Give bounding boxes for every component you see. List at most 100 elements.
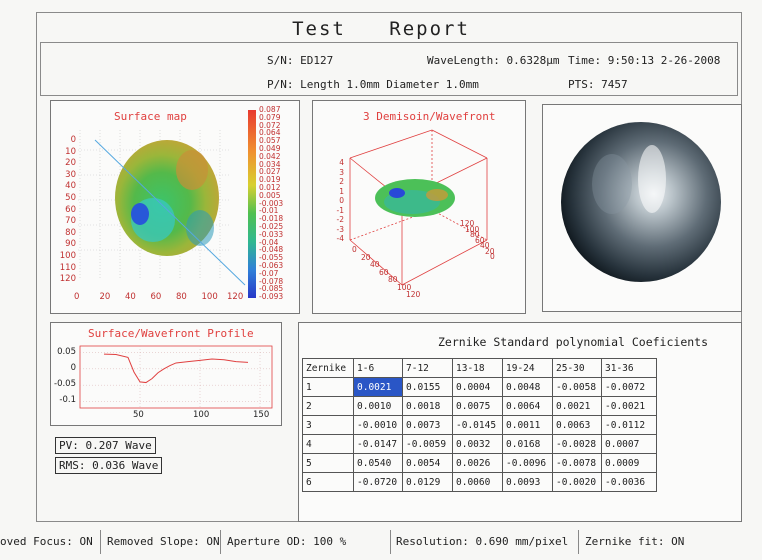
zernike-coefficient-cell[interactable]: 0.0011 [502, 415, 553, 435]
zernike-coefficient-cell[interactable]: 0.0004 [452, 377, 503, 397]
zernike-coefficient-cell[interactable]: -0.0058 [552, 377, 602, 397]
zernike-row-index: 4 [302, 434, 354, 454]
zernike-coefficient-cell[interactable]: 0.0064 [502, 396, 553, 416]
x-tick-label: 120 [227, 292, 244, 302]
footer-divider [578, 530, 579, 554]
zernike-coefficient-cell[interactable]: 0.0075 [452, 396, 503, 416]
colorbar-tick-label: -0.055 [259, 253, 284, 263]
removed-focus: oved Focus: ON [0, 535, 93, 548]
zernike-coefficient-cell[interactable]: -0.0078 [552, 453, 602, 473]
zernike-coefficient-cell[interactable]: 0.0063 [552, 415, 602, 435]
zernike-coefficient-cell[interactable]: 0.0007 [601, 434, 657, 454]
x-tick-label: 120 [406, 290, 421, 299]
profile-y-tick-label: 0 [70, 362, 76, 373]
zernike-coefficient-cell[interactable]: 0.0540 [353, 453, 403, 473]
colorbar-tick-label: -0.01 [259, 206, 279, 216]
x-tick-label: 100 [397, 282, 412, 292]
zernike-row-index: 6 [302, 472, 354, 492]
zernike-row-index: 5 [302, 453, 354, 473]
x-tick-label: 0 [74, 292, 80, 302]
zernike-coefficient-cell[interactable]: -0.0072 [601, 377, 657, 397]
colorbar-tick-label: -0.048 [259, 245, 284, 255]
zernike-coefficient-cell[interactable]: 0.0010 [353, 396, 403, 416]
zernike-coefficient-cell[interactable]: -0.0720 [353, 472, 403, 492]
colorbar-tick-label: -0.063 [259, 261, 284, 270]
zernike-header-cell: 25-30 [552, 358, 602, 378]
zernike-coefficient-cell[interactable]: 0.0026 [452, 453, 503, 473]
z-tick-label: -1 [336, 205, 344, 215]
zernike-coefficient-cell[interactable]: -0.0145 [452, 415, 503, 435]
zernike-coefficient-cell[interactable]: 0.0018 [402, 396, 453, 416]
profile-y-tick-label: 0.05 [57, 346, 76, 357]
profile-x-tick-label: 150 [253, 410, 270, 420]
zernike-coefficient-cell[interactable]: 0.0032 [452, 434, 503, 454]
y-tick-label: 90 [65, 239, 76, 250]
zernike-coefficient-cell[interactable]: 0.0021 [552, 396, 602, 416]
zernike-header-cell: 13-18 [452, 358, 503, 378]
zernike-coefficient-cell[interactable]: -0.0021 [601, 396, 657, 416]
y-tick-label: 30 [65, 169, 76, 180]
z-tick-label: 0 [339, 196, 344, 205]
y-tick-label: 110 [59, 262, 76, 273]
y-tick-label: 0 [490, 252, 495, 261]
x-tick-label: 60 [379, 267, 389, 277]
z-tick-label: -2 [336, 215, 344, 224]
interferogram-image [561, 122, 721, 282]
wavefront-3d-plot [349, 129, 488, 286]
colorbar-tick-label: 0.019 [259, 175, 281, 185]
y-tick-label: 80 [470, 230, 480, 239]
zernike-coefficient-cell[interactable]: -0.0028 [552, 434, 602, 454]
part-number: P/N: Length 1.0mm Diameter 1.0mm [267, 78, 479, 91]
x-tick-label: 0 [352, 245, 357, 254]
zernike-coefficient-cell[interactable]: 0.0060 [452, 472, 503, 492]
zernike-coefficient-cell[interactable]: 0.0021 [353, 377, 403, 397]
colorbar-tick-label: 0.034 [259, 159, 281, 169]
profile-y-tick-label: -0.1 [59, 395, 76, 406]
zernike-header-cell: Zernike [302, 358, 354, 378]
y-tick-label: 120 [460, 219, 475, 228]
y-tick-label: 10 [65, 146, 76, 157]
zernike-header-cell: 7-12 [402, 358, 453, 378]
colorbar-tick-label: -0.04 [259, 237, 279, 247]
zernike-row: 2 0.0010 0.0018 0.0075 0.0064 0.0021 -0.0021 [302, 396, 657, 416]
points-count: PTS: 7457 [568, 78, 628, 91]
profile-x-tick-label: 100 [193, 410, 210, 420]
zernike-coefficient-cell[interactable]: -0.0112 [601, 415, 657, 435]
z-tick-label: 1 [339, 186, 344, 196]
zernike-header-cell: 19-24 [502, 358, 553, 378]
zernike-coefficient-cell[interactable]: -0.0010 [353, 415, 403, 435]
colorbar-tick-label: -0.025 [259, 222, 284, 231]
y-tick-label: 40 [480, 241, 490, 250]
y-tick-label: 20 [485, 246, 495, 256]
zernike-coefficient-cell[interactable]: 0.0168 [502, 434, 553, 454]
x-tick-label: 20 [99, 292, 111, 302]
zernike-coefficient-cell[interactable]: 0.0129 [402, 472, 453, 492]
surface-map-plot [78, 110, 256, 298]
zernike-coefficient-cell[interactable]: -0.0020 [552, 472, 602, 492]
pv-value: PV: 0.207 Wave [55, 437, 156, 454]
y-tick-label: 60 [475, 235, 485, 245]
zernike-coefficient-cell[interactable]: -0.0147 [353, 434, 403, 454]
zernike-coefficient-cell[interactable]: 0.0009 [601, 453, 657, 473]
zernike-coefficient-cell[interactable]: 0.0073 [402, 415, 453, 435]
resolution: Resolution: 0.690 mm/pixel [396, 535, 569, 548]
colorbar-tick-label: 0.027 [259, 167, 281, 177]
z-tick-label: -3 [336, 224, 344, 234]
x-tick-label: 20 [361, 252, 371, 262]
zernike-coefficient-cell[interactable]: 0.0093 [502, 472, 553, 492]
zernike-coefficient-cell[interactable]: -0.0036 [601, 472, 657, 492]
y-tick-label: 0 [70, 135, 76, 145]
y-tick-label: 50 [65, 193, 76, 203]
zernike-coefficient-cell[interactable]: -0.0059 [402, 434, 453, 454]
z-tick-label: 4 [339, 158, 344, 167]
report-title: Test Report [292, 18, 470, 40]
zernike-coefficient-cell[interactable]: -0.0096 [502, 453, 553, 473]
x-tick-label: 40 [370, 260, 380, 269]
zernike-coefficient-cell[interactable]: 0.0048 [502, 377, 553, 397]
profile-panel [50, 322, 282, 426]
zernike-row-index: 2 [302, 396, 354, 416]
zernike-coefficient-cell[interactable]: 0.0155 [402, 377, 453, 397]
wavelength: WaveLength: 0.6328μm [427, 54, 560, 67]
zernike-coefficient-cell[interactable]: 0.0054 [402, 453, 453, 473]
footer-divider [220, 530, 221, 554]
